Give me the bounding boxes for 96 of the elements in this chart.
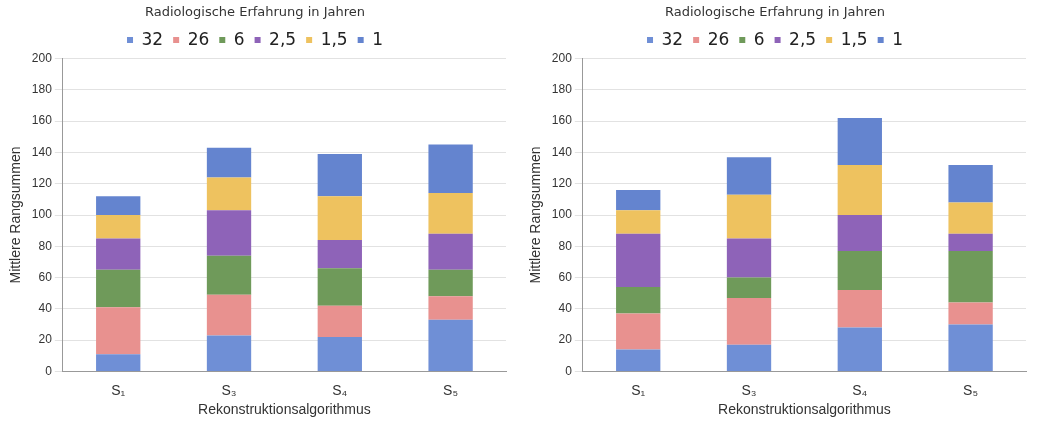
bar xyxy=(837,118,882,165)
bar xyxy=(317,336,362,371)
y-tick-label: 140 xyxy=(551,144,573,159)
y-tick-label: 0 xyxy=(45,363,53,378)
bar xyxy=(837,250,882,291)
bar xyxy=(96,215,141,239)
bar xyxy=(726,344,772,371)
bar xyxy=(726,238,772,278)
y-tick-label: 100 xyxy=(551,207,573,222)
y-tick-label: 80 xyxy=(38,238,53,253)
bar xyxy=(317,305,362,337)
bar xyxy=(837,164,882,215)
legend-label: 6 xyxy=(753,28,765,49)
legend-label: 1 xyxy=(892,28,903,49)
y-tick-label: 180 xyxy=(551,82,573,97)
y-tick-label: 20 xyxy=(38,332,53,347)
y-axis-title: Mittlere Rangsummen xyxy=(7,146,24,284)
y-tick-label: 60 xyxy=(558,269,573,284)
bar xyxy=(428,193,473,234)
y-tick-label: 20 xyxy=(558,332,573,347)
bar xyxy=(317,154,362,197)
bar xyxy=(96,354,141,371)
bar xyxy=(616,210,661,234)
y-tick-label: 200 xyxy=(31,50,53,65)
y-tick-label: 60 xyxy=(38,269,53,284)
bar xyxy=(428,233,473,270)
bar xyxy=(96,269,141,308)
y-tick-label: 40 xyxy=(38,301,53,316)
x-tick-label: S₅ xyxy=(443,381,459,398)
legend-label: 2,5 xyxy=(789,28,817,49)
bar xyxy=(206,335,252,371)
legend-title: Radiologische Erfahrung in Jahren xyxy=(664,3,886,19)
legend-label: 32 xyxy=(661,28,684,49)
bar xyxy=(948,202,993,234)
y-tick-label: 140 xyxy=(31,144,53,159)
x-tick-label: S₃ xyxy=(221,381,237,398)
bar xyxy=(726,277,772,298)
y-axis-title: Mittlere Rangsummen xyxy=(527,146,544,284)
bar xyxy=(616,286,661,314)
y-tick-label: 180 xyxy=(31,82,53,97)
bar xyxy=(317,240,362,269)
y-tick-label: 200 xyxy=(551,50,573,65)
legend-label: 26 xyxy=(187,28,210,49)
x-tick-label: S₁ xyxy=(631,381,646,398)
legend-label: 1,5 xyxy=(320,28,348,49)
bar xyxy=(837,290,882,328)
y-tick-label: 80 xyxy=(558,238,573,253)
bar xyxy=(96,196,141,215)
bar xyxy=(428,269,473,297)
legend-label: 2,5 xyxy=(269,28,297,49)
bar xyxy=(317,268,362,306)
legend-label: 32 xyxy=(141,28,164,49)
bar xyxy=(726,157,772,195)
bar xyxy=(96,307,141,355)
bar xyxy=(206,210,252,256)
x-tick-label: S₁ xyxy=(111,381,126,398)
x-tick-label: S₄ xyxy=(332,381,348,398)
bar xyxy=(616,233,661,287)
y-tick-label: 120 xyxy=(551,176,573,191)
bar xyxy=(726,297,772,345)
x-tick-label: S₃ xyxy=(741,381,757,398)
legend-label: 26 xyxy=(707,28,730,49)
bar xyxy=(948,324,993,371)
bar xyxy=(96,238,141,270)
y-tick-label: 120 xyxy=(31,176,53,191)
bar xyxy=(948,164,993,203)
legend-label: 1 xyxy=(372,28,383,49)
x-tick-label: S₅ xyxy=(963,381,979,398)
bar xyxy=(317,196,362,241)
y-tick-label: 0 xyxy=(565,363,573,378)
x-axis-title: Rekonstruktionsalgorithmus xyxy=(198,401,371,418)
x-tick-label: S₄ xyxy=(852,381,868,398)
bar xyxy=(616,189,661,211)
bar xyxy=(206,177,252,211)
legend-label: 6 xyxy=(233,28,245,49)
legend-title: Radiologische Erfahrung in Jahren xyxy=(144,3,366,19)
bar xyxy=(948,233,993,251)
bar xyxy=(428,144,473,194)
bar xyxy=(206,294,252,336)
bar xyxy=(428,319,473,371)
y-tick-label: 100 xyxy=(31,207,53,222)
bar xyxy=(206,255,252,295)
y-tick-label: 160 xyxy=(551,113,573,128)
y-tick-label: 40 xyxy=(558,301,573,316)
bar xyxy=(428,296,473,320)
bar xyxy=(948,250,993,303)
bar xyxy=(616,313,661,350)
bar xyxy=(726,194,772,239)
bar xyxy=(206,147,252,178)
x-axis-title: Rekonstruktionsalgorithmus xyxy=(718,401,891,418)
legend-label: 1,5 xyxy=(840,28,868,49)
bar xyxy=(837,327,882,371)
y-tick-label: 160 xyxy=(31,113,53,128)
bar xyxy=(948,302,993,325)
bar xyxy=(616,349,661,371)
bar xyxy=(837,215,882,251)
